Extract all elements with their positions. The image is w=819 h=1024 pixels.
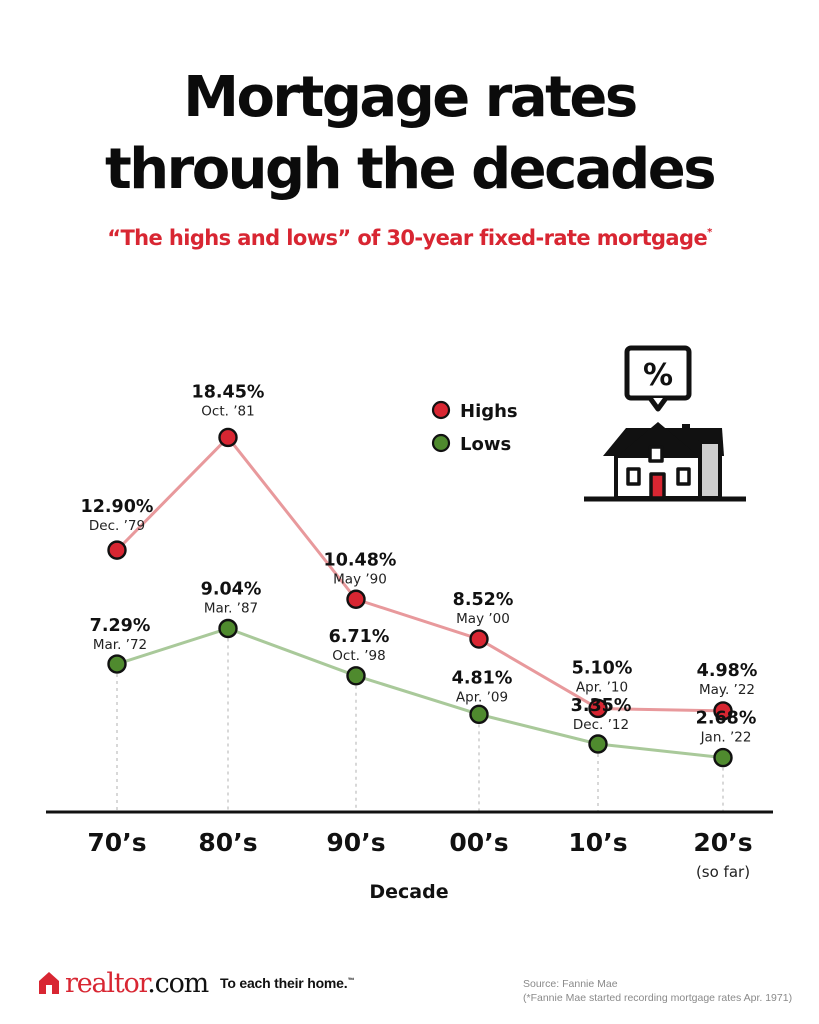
value-label-lows-0: 7.29% — [90, 616, 151, 636]
tagline-text: To each their home. — [220, 975, 348, 991]
data-point-highs-0 — [107, 540, 127, 560]
brand-tagline: To each their home.™ — [220, 975, 354, 991]
brand-name: realtor.com — [65, 967, 209, 999]
legend-marker-highs — [431, 400, 451, 420]
legend-label-highs: Highs — [460, 401, 518, 422]
series-line-lows — [116, 626, 724, 760]
data-point-highs-4 — [588, 698, 608, 719]
series-line-highs — [115, 435, 724, 713]
subtitle-asterisk: * — [707, 227, 712, 238]
data-point-lows-2 — [346, 666, 366, 686]
legend: Highs Lows — [431, 400, 518, 455]
data-point-lows-0 — [107, 654, 127, 674]
date-label-highs-3: May ’00 — [456, 611, 510, 627]
source-note: Source: Fannie Mae (*Fannie Mae started … — [523, 977, 792, 1005]
x-tick-label-4: 10’s — [568, 828, 627, 857]
legend-label-lows: Lows — [460, 434, 511, 455]
x-tick-label-0: 70’s — [87, 828, 146, 857]
page-title: Mortgage rates through the decades — [0, 62, 819, 206]
date-label-highs-4: Apr. ’10 — [576, 679, 628, 695]
value-label-highs-0: 12.90% — [81, 497, 154, 517]
date-label-highs-2: May ’90 — [333, 571, 387, 587]
series-points — [107, 427, 733, 768]
date-label-lows-2: Oct. ’98 — [332, 648, 385, 664]
data-point-highs-5 — [713, 701, 733, 721]
source-text: Source: Fannie Mae — [523, 978, 618, 990]
tagline-trademark: ™ — [347, 977, 355, 985]
value-label-lows-2: 6.71% — [329, 627, 390, 647]
data-point-lows-5 — [713, 747, 733, 768]
date-label-highs-0: Dec. ’79 — [89, 518, 145, 534]
value-label-highs-2: 10.48% — [324, 550, 397, 570]
subtitle-text: “The highs and lows” of 30-year fixed-ra… — [107, 226, 708, 250]
date-label-lows-4: Dec. ’12 — [573, 717, 629, 733]
date-label-lows-3: Apr. ’09 — [456, 689, 508, 705]
x-tick-label-5: 20’s — [693, 828, 752, 857]
vertical-guide-lines — [116, 638, 724, 812]
series-lines — [115, 435, 724, 760]
x-tick-label-2: 90’s — [326, 828, 385, 857]
data-point-lows-1 — [218, 618, 238, 639]
value-label-lows-5: 2.68% — [696, 709, 757, 729]
value-label-highs-3: 8.52% — [453, 590, 514, 610]
date-label-lows-1: Mar. ’87 — [204, 600, 258, 616]
date-label-highs-5: May. ’22 — [699, 682, 755, 698]
legend-marker-lows — [431, 433, 451, 453]
value-label-highs-5: 4.98% — [697, 661, 758, 681]
date-label-lows-5: Jan. ’22 — [700, 730, 752, 746]
date-label-lows-0: Mar. ’72 — [93, 637, 147, 653]
x-tick-label-1: 80’s — [198, 828, 257, 857]
x-tick-note-5: (so far) — [696, 863, 750, 881]
value-label-lows-3: 4.81% — [452, 668, 513, 688]
page-subtitle: “The highs and lows” of 30-year fixed-ra… — [0, 226, 819, 250]
legend-item-lows: Lows — [431, 433, 511, 455]
data-point-lows-4 — [588, 734, 608, 754]
value-labels: 12.90%Dec. ’79 18.45%Oct. ’81 10.48%May ’9… — [81, 382, 758, 745]
data-point-lows-3 — [469, 704, 489, 725]
svg-text:%: % — [643, 358, 673, 393]
value-label-highs-4: 5.10% — [572, 658, 633, 678]
brand-suffix: .com — [147, 967, 209, 999]
title-line-1: Mortgage rates — [183, 65, 638, 130]
value-label-highs-1: 18.45% — [192, 382, 265, 402]
value-label-lows-4: 3.35% — [571, 696, 632, 716]
brand-main: realtor — [65, 967, 148, 999]
x-tick-labels: 70’s 80’s 90’s 00’s 10’s 20’s (so far) — [87, 828, 752, 881]
realtor-logo: realtor.com To each their home.™ — [38, 966, 354, 1000]
value-label-lows-1: 9.04% — [201, 579, 262, 599]
date-label-highs-1: Oct. ’81 — [201, 403, 254, 419]
legend-item-highs: Highs — [431, 400, 518, 422]
source-footnote: (*Fannie Mae started recording mortgage … — [523, 992, 793, 1004]
x-axis-label: Decade — [369, 881, 448, 903]
title-line-2: through the decades — [104, 137, 717, 202]
house-logo-icon — [39, 972, 59, 994]
data-point-highs-2 — [346, 589, 366, 609]
house-with-percent-icon: % — [584, 345, 746, 502]
x-tick-label-3: 00’s — [449, 828, 508, 857]
data-point-highs-3 — [469, 629, 489, 649]
data-point-highs-1 — [218, 427, 238, 448]
